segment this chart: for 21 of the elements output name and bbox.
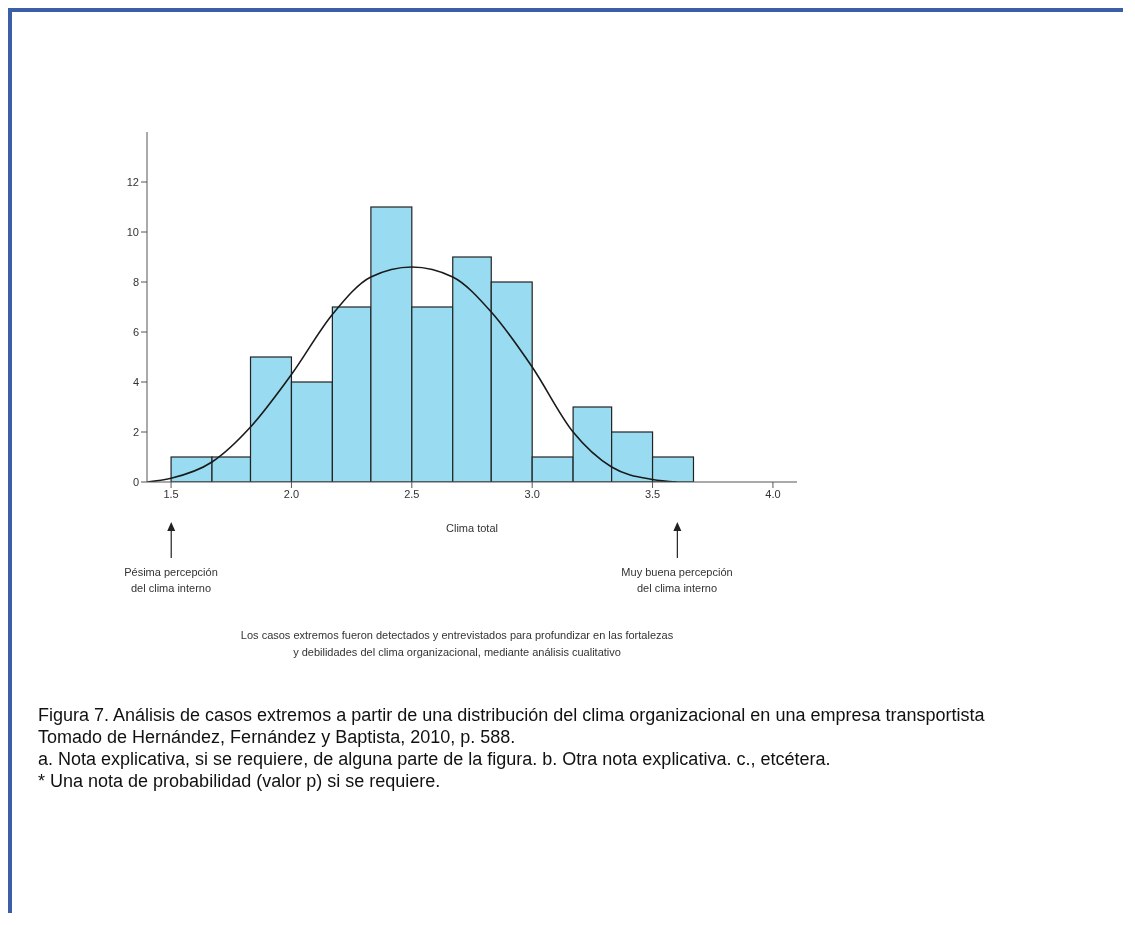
- text: * Una nota de probabilidad (valor p) si se requiere.: [38, 770, 442, 792]
- x-tick-label: 3.0: [524, 487, 540, 500]
- x-tick-label: 4.0: [765, 487, 781, 500]
- text: Figura 7. Análisis de casos extremos a partir de una distribución del clima organizacional en una empresa transportista: [38, 704, 986, 726]
- text: Pésima percepción del clima interno: [124, 565, 218, 596]
- y-tick-label: 6: [132, 325, 139, 338]
- text: Los casos extremos fueron detectados y entrevistados para profundizar en las fortalezas y debilidades del clima organizacional, mediante análisis cualitativo: [239, 628, 675, 660]
- y-tick-label: 12: [126, 175, 139, 188]
- x-tick-label: 1.5: [163, 487, 179, 500]
- text: a. Nota explicativa, si se requiere, de alguna parte de la figura. b. Otra nota explicativa. c., etcétera.: [38, 748, 832, 770]
- y-tick-label: 10: [126, 225, 139, 238]
- x-tick-label: 2.0: [283, 487, 300, 500]
- x-tick-label: 3.5: [644, 487, 661, 500]
- text: Muy buena percepción del clima interno: [621, 565, 733, 596]
- x-tick-label: 2.5: [404, 487, 420, 500]
- text: Tomado de Hernández, Fernández y Baptista, 2010, p. 588.: [38, 726, 517, 748]
- y-tick-label: 8: [132, 275, 139, 288]
- y-tick-label: 2: [132, 425, 139, 438]
- y-tick-label: 0: [132, 475, 139, 488]
- x-axis-title: Clima total: [446, 522, 498, 534]
- y-tick-label: 4: [132, 375, 139, 388]
